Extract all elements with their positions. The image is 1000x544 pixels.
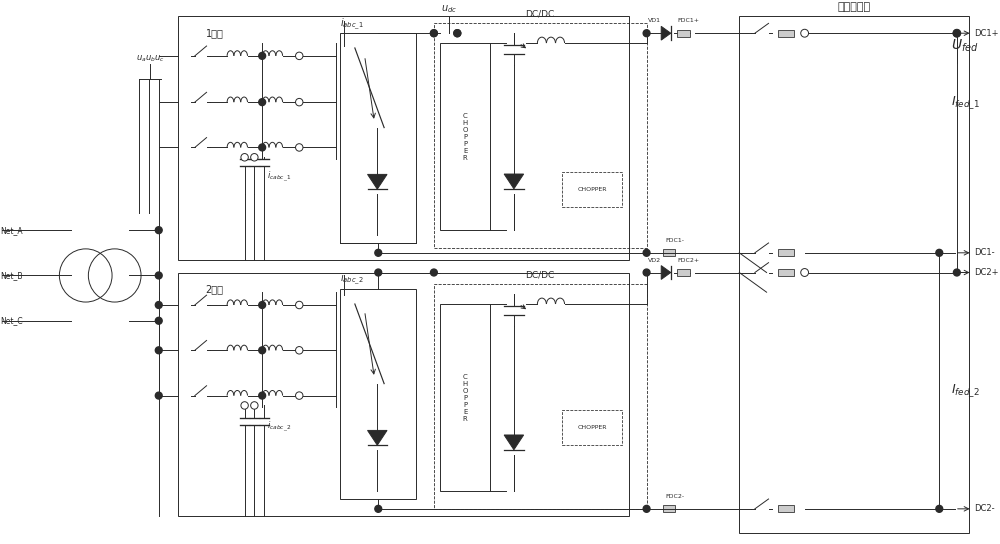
Circle shape <box>155 227 162 233</box>
Bar <box>178 16 629 259</box>
Circle shape <box>375 505 382 512</box>
Text: 1回路: 1回路 <box>206 28 223 38</box>
Bar <box>340 33 416 243</box>
Text: DC/DC: DC/DC <box>526 270 555 280</box>
Circle shape <box>454 29 461 37</box>
Bar <box>739 16 969 534</box>
Bar <box>778 505 794 512</box>
Bar <box>677 30 690 36</box>
Circle shape <box>259 52 266 59</box>
Text: $i_{abc\_1}$: $i_{abc\_1}$ <box>340 16 364 32</box>
Circle shape <box>241 401 248 409</box>
Bar <box>663 249 675 256</box>
Bar <box>562 172 622 207</box>
Circle shape <box>375 269 382 276</box>
Circle shape <box>643 249 650 256</box>
Text: $u_{dc}$: $u_{dc}$ <box>441 4 458 15</box>
Bar <box>778 30 794 36</box>
Circle shape <box>801 29 809 37</box>
Text: 隔离开关柜: 隔离开关柜 <box>837 2 870 11</box>
Bar <box>178 273 629 516</box>
Circle shape <box>155 347 162 354</box>
Text: FDC2+: FDC2+ <box>678 258 700 263</box>
Circle shape <box>296 52 303 60</box>
Bar <box>434 285 647 509</box>
Text: Net_B: Net_B <box>1 271 23 280</box>
Circle shape <box>454 30 461 36</box>
Text: C
H
O
P
P
E
R: C H O P P E R <box>462 113 468 160</box>
Circle shape <box>296 144 303 151</box>
Text: FDC2-: FDC2- <box>665 494 684 499</box>
Text: CHOPPER: CHOPPER <box>577 187 607 192</box>
Circle shape <box>259 347 266 354</box>
Circle shape <box>643 30 650 36</box>
Text: Net_A: Net_A <box>1 226 23 234</box>
Bar <box>778 269 794 276</box>
Circle shape <box>953 29 961 37</box>
Text: $U_{fed}$: $U_{fed}$ <box>951 38 979 54</box>
Bar <box>677 269 690 276</box>
Text: $u_a u_b u_c$: $u_a u_b u_c$ <box>136 53 164 64</box>
Circle shape <box>953 30 960 36</box>
Text: C
H
O
P
P
E
R: C H O P P E R <box>462 374 468 422</box>
Circle shape <box>155 392 162 399</box>
Polygon shape <box>368 175 387 189</box>
Circle shape <box>296 347 303 354</box>
Circle shape <box>259 392 266 399</box>
Text: DC/DC: DC/DC <box>526 9 555 18</box>
Polygon shape <box>661 265 671 280</box>
Polygon shape <box>661 26 671 40</box>
Text: DC1+: DC1+ <box>974 29 999 38</box>
Text: 2回路: 2回路 <box>206 285 224 294</box>
Text: FDC1+: FDC1+ <box>678 18 700 23</box>
Text: CHOPPER: CHOPPER <box>577 425 607 430</box>
Polygon shape <box>368 430 387 445</box>
Circle shape <box>643 269 650 276</box>
Polygon shape <box>504 435 524 450</box>
Circle shape <box>296 98 303 106</box>
Bar <box>778 249 794 256</box>
Circle shape <box>430 30 437 36</box>
Text: DC2+: DC2+ <box>974 268 999 277</box>
Circle shape <box>155 272 162 279</box>
Circle shape <box>430 30 437 36</box>
Bar <box>434 23 647 248</box>
Circle shape <box>259 301 266 308</box>
Text: Net_C: Net_C <box>1 316 23 325</box>
Text: VD1: VD1 <box>648 18 661 23</box>
Circle shape <box>936 249 943 256</box>
Text: $I_{fed\_2}$: $I_{fed\_2}$ <box>951 382 980 399</box>
Text: VD2: VD2 <box>648 258 661 263</box>
Text: DC2-: DC2- <box>974 504 995 514</box>
Circle shape <box>430 269 437 276</box>
Bar <box>663 505 675 512</box>
Circle shape <box>953 269 960 276</box>
Text: DC1-: DC1- <box>974 248 995 257</box>
Text: $i_{cabc\_1}$: $i_{cabc\_1}$ <box>267 170 291 184</box>
Circle shape <box>259 98 266 106</box>
Circle shape <box>375 249 382 256</box>
Text: $i_{abc\_2}$: $i_{abc\_2}$ <box>340 271 364 287</box>
Circle shape <box>155 317 162 324</box>
Bar <box>440 43 490 230</box>
Text: FDC1-: FDC1- <box>665 238 684 243</box>
Circle shape <box>296 392 303 399</box>
Circle shape <box>251 153 258 161</box>
Circle shape <box>241 153 248 161</box>
Polygon shape <box>504 174 524 189</box>
Circle shape <box>251 401 258 409</box>
Bar <box>562 410 622 445</box>
Text: $I_{fed\_1}$: $I_{fed\_1}$ <box>951 94 980 110</box>
Circle shape <box>801 269 809 276</box>
Bar <box>440 304 490 491</box>
Circle shape <box>259 144 266 151</box>
Circle shape <box>936 505 943 512</box>
Text: $i_{cabc\_2}$: $i_{cabc\_2}$ <box>267 420 291 434</box>
Circle shape <box>155 301 162 308</box>
Bar <box>340 289 416 499</box>
Circle shape <box>296 301 303 309</box>
Circle shape <box>643 505 650 512</box>
